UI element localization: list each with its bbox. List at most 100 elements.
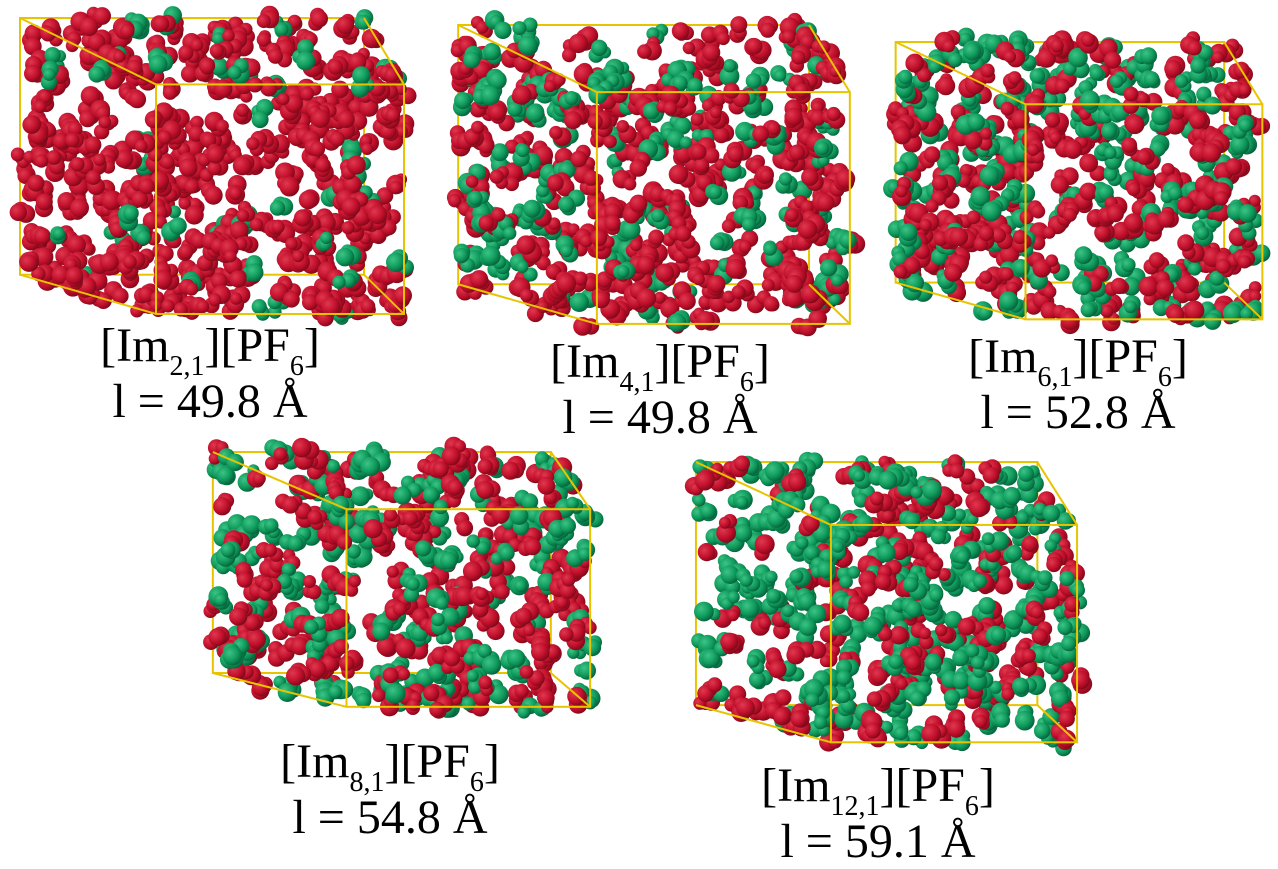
atom	[1055, 79, 1070, 94]
atom	[723, 83, 739, 99]
anion-cluster	[1074, 246, 1099, 271]
atom	[900, 223, 918, 241]
atom	[36, 193, 53, 210]
atom	[489, 104, 506, 121]
atom	[760, 169, 774, 183]
atom	[1121, 258, 1135, 272]
atom	[185, 282, 198, 295]
atom	[336, 16, 354, 34]
atom	[762, 279, 775, 292]
atom	[292, 250, 304, 262]
cation-cluster	[10, 202, 36, 223]
cation-cluster	[308, 8, 328, 31]
atom	[693, 273, 705, 285]
atom	[1104, 168, 1118, 182]
cation-cluster	[163, 77, 181, 100]
atom	[905, 54, 923, 72]
atom	[179, 158, 198, 177]
atom	[35, 154, 49, 168]
atom	[260, 79, 278, 97]
atom	[65, 133, 80, 148]
atom	[547, 174, 564, 191]
atom	[163, 85, 178, 100]
cation-cluster	[944, 227, 968, 247]
atom	[739, 240, 752, 253]
atom	[571, 151, 588, 168]
anion-cluster	[1072, 275, 1091, 295]
atom	[204, 186, 223, 205]
atom	[1100, 305, 1113, 318]
atom	[246, 264, 264, 282]
atom	[556, 273, 576, 293]
atom	[207, 146, 225, 164]
atom	[512, 21, 526, 35]
cation-cluster	[919, 146, 940, 168]
atom	[629, 195, 647, 213]
atom	[569, 34, 588, 53]
atom	[468, 191, 483, 206]
atom	[1050, 39, 1063, 52]
atom	[128, 91, 146, 109]
atom	[302, 294, 318, 310]
atom	[294, 209, 311, 226]
atom	[1013, 259, 1029, 275]
atom	[1136, 150, 1151, 165]
atom	[70, 198, 89, 217]
atom	[980, 166, 1000, 186]
atom	[779, 172, 792, 185]
atom	[808, 310, 826, 328]
atom	[617, 265, 630, 278]
atom	[924, 146, 941, 163]
atom	[1187, 41, 1202, 56]
atom	[815, 141, 829, 155]
cation-cluster	[35, 193, 53, 217]
atom	[479, 215, 494, 230]
atom	[655, 264, 674, 283]
atom	[588, 85, 607, 104]
atom	[233, 156, 252, 175]
atom	[491, 208, 505, 222]
atom	[1121, 137, 1137, 153]
cation-cluster	[935, 73, 955, 95]
cation-cluster	[512, 84, 539, 105]
atom	[120, 24, 134, 38]
atom	[463, 51, 480, 68]
atom	[34, 228, 51, 245]
atom	[1000, 267, 1014, 281]
atom	[1140, 47, 1157, 64]
atom	[299, 191, 318, 210]
cation-cluster	[808, 310, 827, 328]
atom	[1101, 123, 1117, 139]
atom	[708, 185, 722, 199]
atom	[86, 170, 101, 185]
atom	[948, 53, 962, 67]
atom	[637, 288, 657, 308]
atom	[1124, 87, 1139, 102]
atom	[730, 16, 747, 33]
atom	[894, 161, 908, 175]
anion-cluster	[1134, 47, 1157, 73]
atom	[785, 275, 803, 293]
atom	[342, 197, 361, 216]
cation-cluster	[729, 16, 747, 43]
atom	[944, 264, 962, 282]
atom	[99, 116, 112, 129]
atom	[791, 50, 805, 64]
atom	[93, 154, 105, 166]
atom	[1137, 92, 1149, 104]
atom	[315, 158, 330, 173]
cation-cluster	[237, 201, 256, 222]
page: {"panels": [ {"cation_prefix": "[Im", "c…	[0, 0, 1278, 869]
atom	[466, 175, 479, 188]
atom	[1157, 210, 1174, 227]
atom	[252, 299, 267, 314]
atom	[1156, 279, 1173, 296]
atom	[526, 104, 545, 123]
atom	[1239, 84, 1251, 96]
atom	[1212, 51, 1224, 63]
atom	[1124, 213, 1143, 232]
atom	[1127, 183, 1141, 197]
atom	[386, 252, 406, 272]
atom	[271, 220, 284, 233]
atom	[503, 227, 516, 240]
